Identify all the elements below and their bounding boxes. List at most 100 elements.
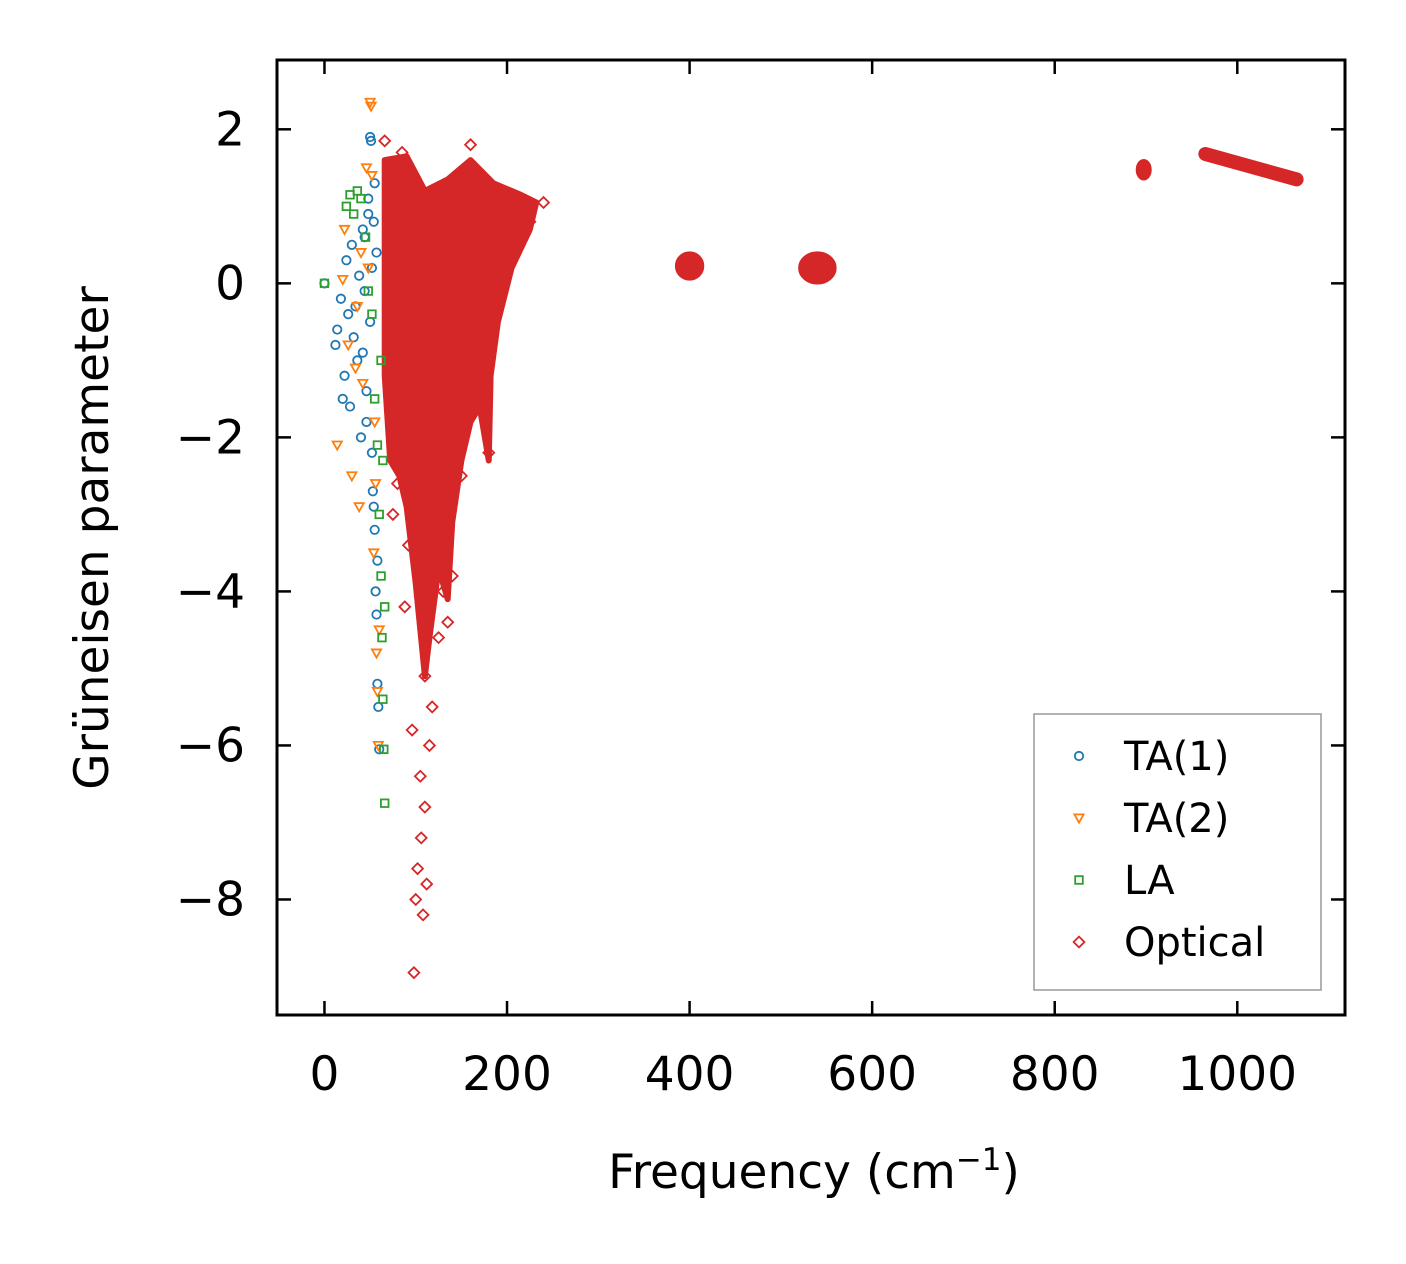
- legend-item: TA(1): [1073, 734, 1229, 780]
- data-point: [356, 193, 366, 204]
- data-point: [363, 286, 373, 296]
- data-point: [398, 600, 412, 614]
- legend-label: TA(2): [1123, 796, 1229, 842]
- data-point: [383, 392, 397, 406]
- data-point: [367, 548, 380, 560]
- data-point: [356, 378, 369, 390]
- optical-cluster: [798, 251, 837, 285]
- y-tick-label: 0: [215, 256, 245, 311]
- data-point: [372, 555, 383, 566]
- data-point: [418, 800, 432, 814]
- optical-cluster-streak: [1198, 146, 1304, 187]
- data-point: [390, 476, 405, 491]
- data-point: [339, 370, 350, 381]
- data-point: [331, 440, 344, 452]
- y-tick-label: −8: [176, 872, 245, 927]
- x-tick-label: 800: [1010, 1047, 1100, 1102]
- data-point: [410, 861, 425, 876]
- data-point: [536, 195, 551, 210]
- data-point: [407, 965, 421, 980]
- data-point: [418, 669, 432, 683]
- data-point: [378, 134, 392, 148]
- data-point: [482, 446, 496, 460]
- optical-cluster-blob: [798, 251, 837, 285]
- y-axis-label: Grüneisen parameter: [65, 286, 120, 790]
- data-point: [367, 486, 378, 497]
- data-point: [361, 386, 372, 397]
- x-tick-label: 200: [462, 1047, 552, 1102]
- data-point: [343, 309, 354, 320]
- data-point: [362, 263, 375, 275]
- data-point: [360, 232, 371, 242]
- legend-item: Optical: [1072, 920, 1265, 966]
- series-la: [319, 186, 390, 808]
- optical-cluster: [674, 251, 705, 281]
- data-point: [337, 393, 348, 404]
- data-point: [341, 255, 352, 266]
- data-point: [369, 524, 380, 535]
- x-tick-label: 400: [645, 1047, 735, 1102]
- plot-frame: [275, 58, 1347, 1017]
- data-point: [338, 224, 351, 236]
- y-tick-label: −2: [176, 410, 245, 465]
- legend-marker: [1074, 875, 1084, 885]
- data-point: [365, 171, 379, 182]
- legend-marker: [1072, 935, 1086, 949]
- data-point: [354, 248, 368, 259]
- series-optical: [378, 134, 551, 980]
- data-point: [445, 569, 459, 583]
- data-point: [441, 615, 455, 629]
- data-point: [416, 908, 430, 922]
- data-point: [365, 135, 377, 146]
- data-point: [436, 584, 450, 599]
- data-point: [369, 479, 382, 491]
- data-point: [344, 401, 356, 412]
- data-point: [336, 274, 349, 286]
- data-point: [335, 293, 346, 304]
- data-point: [395, 145, 409, 160]
- data-point: [420, 877, 434, 891]
- data-point: [371, 609, 382, 620]
- data-point: [349, 363, 362, 375]
- data-point: [369, 394, 380, 404]
- data-point: [368, 417, 381, 429]
- data-point: [376, 571, 386, 581]
- data-point: [371, 247, 382, 258]
- data-point: [330, 339, 341, 351]
- axis-ticks: 0 200 400 600 800 1000 2 0 −2 −4 −6 −8: [176, 60, 1345, 1102]
- data-point: [364, 101, 378, 113]
- optical-dense-band: [381, 146, 1304, 680]
- data-point: [361, 416, 372, 428]
- series-ta-2-: [331, 97, 386, 752]
- x-tick-label: 1000: [1177, 1047, 1297, 1102]
- data-point: [342, 340, 355, 352]
- data-point: [370, 586, 381, 597]
- data-point: [351, 301, 364, 313]
- legend-marker: [1073, 750, 1085, 762]
- data-point: [353, 502, 366, 514]
- data-point: [368, 501, 379, 512]
- data-point: [431, 630, 446, 645]
- optical-dense-band-fill: [381, 153, 540, 680]
- data-point: [348, 209, 359, 219]
- legend-item: TA(2): [1072, 796, 1229, 842]
- optical-cluster-blob: [1135, 158, 1152, 181]
- x-tick-label: 0: [310, 1047, 340, 1102]
- legend-item: LA: [1074, 858, 1175, 904]
- y-tick-label: −4: [176, 564, 245, 619]
- y-tick-label: −6: [176, 718, 245, 773]
- data-point: [345, 471, 358, 483]
- data-point: [354, 270, 365, 281]
- x-tick-label: 600: [827, 1047, 917, 1102]
- legend-label: LA: [1124, 858, 1175, 904]
- data-point: [319, 278, 330, 289]
- data-point: [374, 509, 384, 520]
- optical-cluster-blob: [674, 251, 705, 281]
- data-point: [422, 738, 437, 753]
- data-point: [355, 432, 367, 443]
- data-point: [380, 798, 390, 808]
- data-point: [413, 769, 427, 783]
- data-point: [377, 632, 387, 643]
- legend-marker: [1072, 813, 1086, 825]
